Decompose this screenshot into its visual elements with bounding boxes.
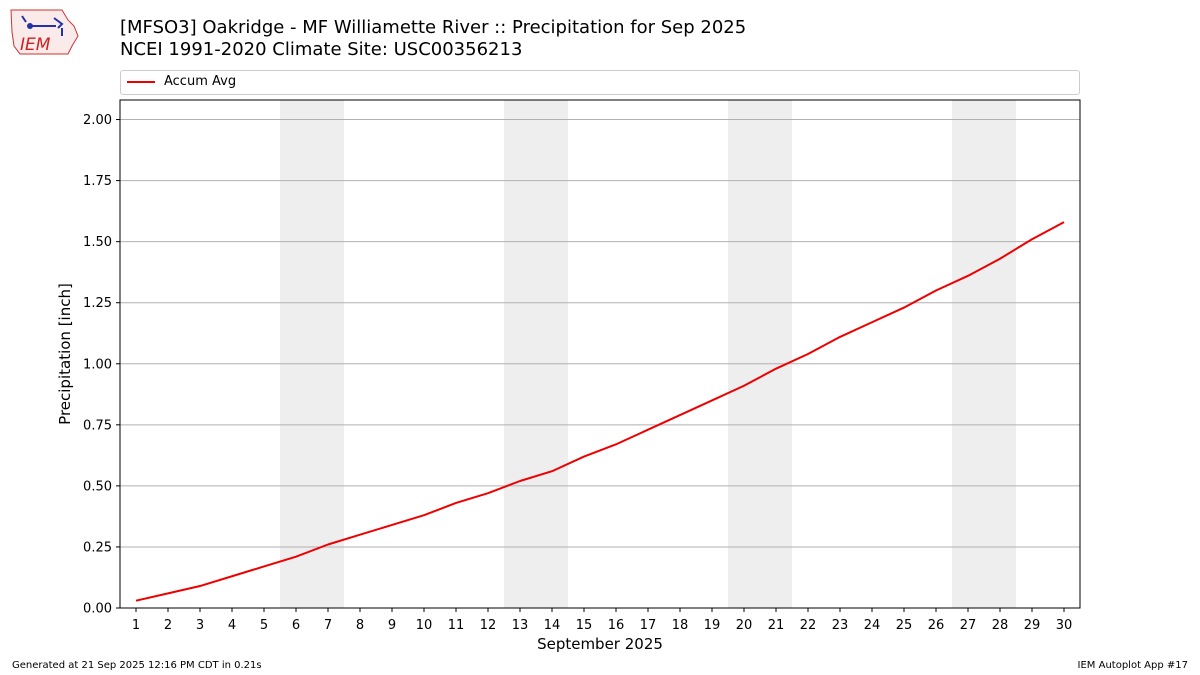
y-tick-label-0: 0.00 bbox=[83, 602, 112, 617]
x-tick-label-24: 25 bbox=[896, 618, 913, 633]
x-tick-label-29: 30 bbox=[1056, 618, 1073, 633]
y-tick-label-1: 0.25 bbox=[83, 540, 112, 555]
x-tick-label-12: 13 bbox=[512, 618, 529, 633]
x-tick-label-9: 10 bbox=[416, 618, 433, 633]
y-tick-label-7: 1.75 bbox=[83, 174, 112, 189]
x-tick-label-8: 9 bbox=[388, 618, 396, 633]
chart-title: [MFSO3] Oakridge - MF Williamette River … bbox=[120, 17, 746, 61]
series-line-0 bbox=[135, 221, 1065, 602]
x-tick-label-25: 26 bbox=[928, 618, 945, 633]
generated-note: Generated at 21 Sep 2025 12:16 PM CDT in… bbox=[12, 660, 262, 671]
x-tick-label-18: 19 bbox=[704, 618, 721, 633]
x-tick-label-26: 27 bbox=[960, 618, 977, 633]
x-tick-label-13: 14 bbox=[544, 618, 561, 633]
title-line-1: [MFSO3] Oakridge - MF Williamette River … bbox=[120, 17, 747, 38]
x-tick-label-11: 12 bbox=[480, 618, 497, 633]
weekend-band-0 bbox=[280, 100, 344, 608]
legend-line-swatch bbox=[127, 81, 155, 83]
x-tick-label-14: 15 bbox=[576, 618, 593, 633]
iem-logo: IEM bbox=[8, 6, 80, 64]
x-tick-label-10: 11 bbox=[448, 618, 465, 633]
x-tick-label-0: 1 bbox=[132, 618, 140, 633]
x-tick-label-19: 20 bbox=[736, 618, 753, 633]
x-tick-label-16: 17 bbox=[640, 618, 657, 633]
x-tick-label-20: 21 bbox=[768, 618, 785, 633]
y-tick-label-2: 0.50 bbox=[83, 479, 112, 494]
y-tick-label-4: 1.00 bbox=[83, 357, 112, 372]
x-axis-label: September 2025 bbox=[537, 635, 663, 653]
x-tick-label-22: 23 bbox=[832, 618, 849, 633]
x-tick-label-17: 18 bbox=[672, 618, 689, 633]
x-tick-label-3: 4 bbox=[228, 618, 236, 633]
y-tick-label-5: 1.25 bbox=[83, 296, 112, 311]
legend: Accum Avg bbox=[120, 70, 1080, 95]
x-tick-label-28: 29 bbox=[1024, 618, 1041, 633]
x-tick-label-5: 6 bbox=[292, 618, 300, 633]
x-tick-label-4: 5 bbox=[260, 618, 268, 633]
x-tick-label-23: 24 bbox=[864, 618, 881, 633]
y-tick-label-8: 2.00 bbox=[83, 113, 112, 128]
title-line-2: NCEI 1991-2020 Climate Site: USC00356213 bbox=[120, 39, 523, 60]
x-tick-label-27: 28 bbox=[992, 618, 1009, 633]
plot-frame bbox=[119, 99, 1081, 609]
weekend-band-2 bbox=[728, 100, 792, 608]
x-tick-label-6: 7 bbox=[324, 618, 332, 633]
weekend-band-3 bbox=[952, 100, 1016, 608]
x-tick-label-1: 2 bbox=[164, 618, 172, 633]
app-note: IEM Autoplot App #17 bbox=[1077, 660, 1188, 671]
x-tick-label-15: 16 bbox=[608, 618, 625, 633]
logo-text: IEM bbox=[20, 35, 51, 55]
x-tick-label-21: 22 bbox=[800, 618, 817, 633]
x-tick-label-2: 3 bbox=[196, 618, 204, 633]
y-axis-label: Precipitation [inch] bbox=[56, 283, 74, 425]
legend-label: Accum Avg bbox=[164, 74, 237, 89]
y-tick-label-3: 0.75 bbox=[83, 418, 112, 433]
weekend-band-1 bbox=[504, 100, 568, 608]
y-tick-label-6: 1.50 bbox=[83, 235, 112, 250]
x-tick-label-7: 8 bbox=[356, 618, 364, 633]
